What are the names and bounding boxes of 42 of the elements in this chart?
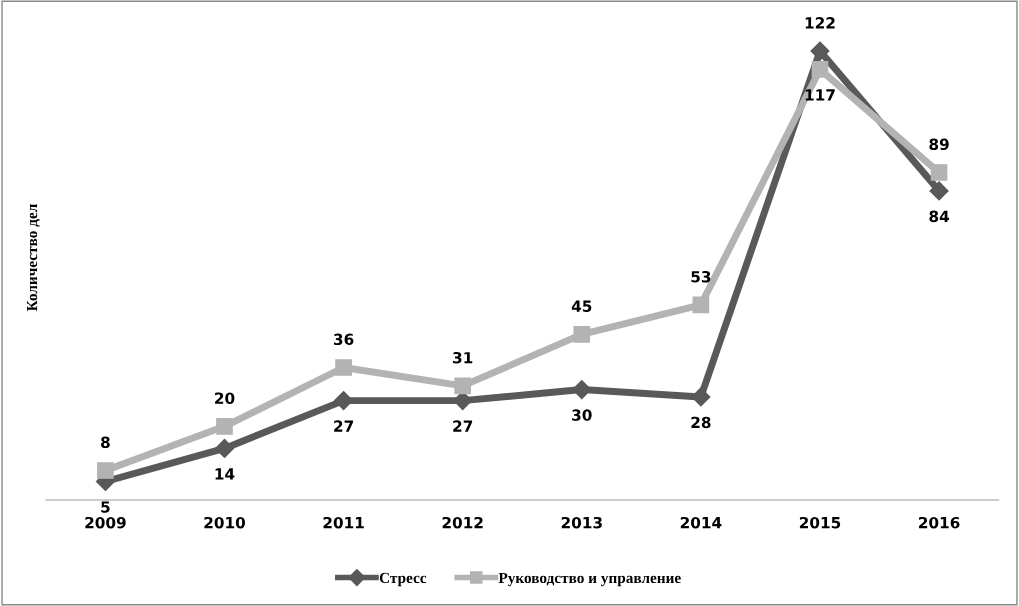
point [929, 181, 949, 201]
data-label: 27 [334, 420, 354, 432]
data-label: 122 [805, 17, 835, 29]
point [692, 296, 710, 314]
x-tick-label: 2016 [919, 516, 960, 529]
x-tick-label: 2011 [323, 516, 364, 529]
point [453, 391, 473, 411]
data-label: 8 [101, 436, 110, 449]
x-tick-label: 2015 [799, 516, 841, 529]
data-label: 28 [691, 416, 711, 429]
point [810, 41, 830, 61]
data-label: 20 [215, 392, 235, 404]
x-tick-label: 2009 [85, 516, 126, 529]
x-tick-label: 2012 [442, 516, 483, 529]
x-tick-label: 2014 [680, 516, 722, 529]
point [214, 438, 235, 458]
point [334, 391, 354, 411]
data-label: 36 [333, 333, 354, 346]
point [691, 387, 711, 407]
data-label: 45 [571, 300, 592, 312]
x-tick-label: 2013 [561, 516, 602, 529]
point [572, 380, 592, 400]
point [216, 418, 233, 435]
point [573, 326, 591, 343]
data-label: 117 [805, 89, 835, 101]
point [454, 377, 472, 395]
data-label: 14 [215, 468, 235, 480]
legend-label: Стресс [379, 572, 427, 587]
data-label: 89 [929, 138, 949, 151]
data-label: 84 [929, 210, 949, 223]
x-tick-label: 2010 [204, 516, 246, 529]
data-label: 31 [453, 351, 473, 364]
point [97, 462, 114, 479]
point [811, 61, 829, 78]
data-label: 5 [101, 501, 110, 513]
y-axis-title: Количество дел [27, 204, 40, 312]
legend-label: Руководство и управление [498, 572, 681, 587]
point [930, 164, 948, 181]
data-label: 30 [572, 409, 592, 421]
data-label: 27 [453, 420, 473, 432]
data-label: 53 [691, 270, 711, 283]
point [335, 359, 352, 376]
